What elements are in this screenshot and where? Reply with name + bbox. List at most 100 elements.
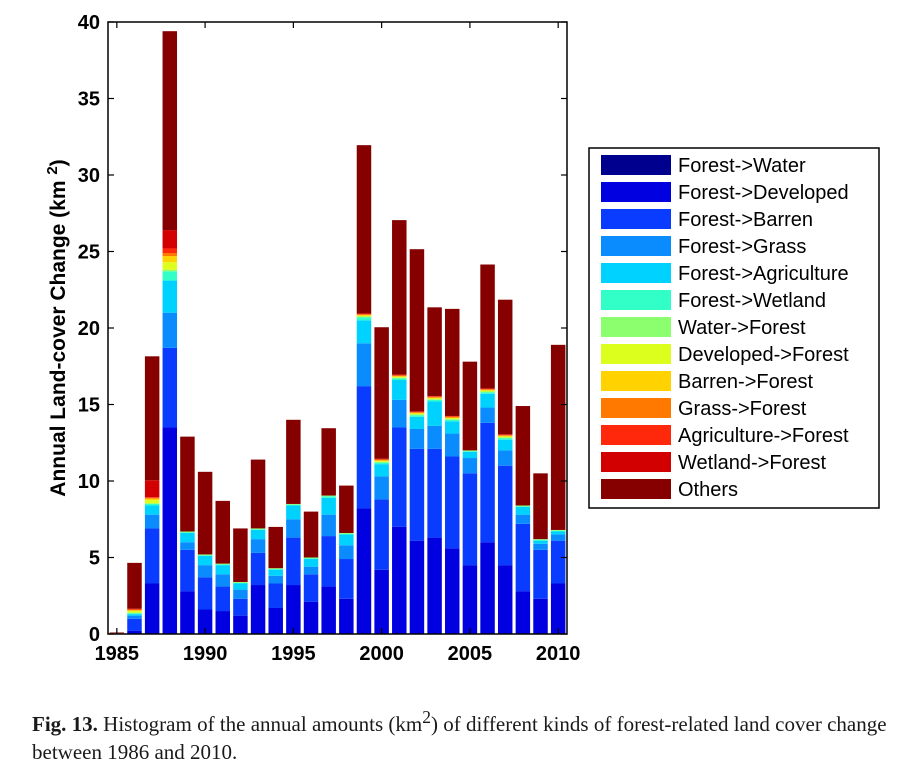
- stacked-bar-chart: 0 5 10 15 20 25 30 35 40 1985 1990 1995 2000 2005 201…: [44, 12, 880, 665]
- bar-segment: [215, 563, 230, 565]
- bar-segment: [303, 601, 319, 634]
- bar-segment: [144, 497, 160, 498]
- bar-segment: [162, 269, 178, 272]
- bar-segment: [321, 496, 336, 498]
- legend-label: Forest->Barren: [678, 209, 813, 231]
- bar-segment: [144, 500, 160, 504]
- bar-segment: [374, 459, 389, 461]
- bar-segment: [374, 569, 389, 634]
- bar-segment: [427, 396, 442, 398]
- legend-swatch: [601, 209, 671, 229]
- bar-segment: [144, 356, 160, 481]
- bar-segment: [127, 630, 142, 634]
- bar-segment: [445, 419, 460, 422]
- bar-segment: [462, 451, 478, 452]
- bar-segment: [533, 543, 548, 550]
- x-tick-label: 2010: [536, 643, 581, 665]
- bar-segment: [392, 427, 407, 527]
- bar-segment: [392, 526, 407, 634]
- bar-segment: [462, 458, 478, 474]
- legend-swatch: [601, 371, 671, 391]
- y-tick-label: 40: [78, 12, 100, 34]
- bar-segment: [144, 528, 160, 584]
- legend-swatch: [601, 425, 671, 445]
- bar-segment: [480, 389, 495, 391]
- bar-segment: [550, 583, 566, 634]
- bar-segment: [356, 508, 372, 634]
- bar-segment: [339, 598, 354, 634]
- y-tick-label: 20: [78, 318, 100, 340]
- bar-segment: [339, 545, 354, 560]
- x-tick-label: 2005: [448, 643, 493, 665]
- caption-text-before: Histogram of the annual amounts (km: [97, 712, 423, 736]
- bar-segment: [515, 406, 531, 506]
- y-axis-label: Annual Land-cover Change (km 2): [44, 159, 70, 496]
- bar-segment: [356, 316, 372, 318]
- bar-segment: [392, 399, 407, 428]
- legend-swatch: [601, 398, 671, 418]
- bar-segment: [497, 436, 513, 438]
- bar-segment: [533, 539, 548, 540]
- bar-segment: [339, 533, 354, 534]
- bar-segment: [162, 31, 178, 231]
- y-tick-label: 15: [78, 395, 100, 417]
- bar-segment: [480, 422, 495, 543]
- bar-segment: [162, 271, 178, 281]
- bar-segment: [392, 374, 407, 376]
- bar-segment: [356, 343, 372, 387]
- bar-segment: [427, 448, 442, 538]
- bar-segment: [127, 608, 142, 610]
- bar-segment: [144, 503, 160, 506]
- bar-segment: [162, 347, 178, 428]
- bar-segment: [339, 485, 354, 534]
- bar-segment: [250, 552, 266, 586]
- bar-segment: [533, 473, 548, 540]
- bar-segment: [303, 557, 319, 559]
- bar-segment: [144, 480, 160, 498]
- bar-segment: [427, 399, 442, 400]
- legend-label: Forest->Water: [678, 155, 806, 177]
- bar-segment: [268, 568, 283, 569]
- bar-segment: [427, 307, 442, 397]
- bar-segment: [480, 392, 495, 394]
- legend-label: Others: [678, 479, 738, 501]
- bar-segment: [356, 315, 372, 316]
- bar-segment: [303, 574, 319, 602]
- bar-segment: [550, 534, 566, 541]
- bar-segment: [409, 448, 425, 541]
- bar-segment: [197, 609, 213, 634]
- legend-label: Water->Forest: [678, 317, 806, 339]
- bar-segment: [550, 529, 566, 531]
- bar-segment: [533, 598, 548, 634]
- bar-segment: [197, 555, 213, 566]
- bar-segment: [392, 220, 407, 375]
- bar-segment: [268, 569, 283, 576]
- bar-segment: [321, 497, 336, 515]
- legend-label: Barren->Forest: [678, 371, 813, 393]
- bar-segment: [162, 312, 178, 348]
- bar-segment: [339, 534, 354, 546]
- bar-segment: [515, 591, 531, 634]
- bar-segment: [180, 542, 195, 550]
- bar-segment: [162, 427, 178, 634]
- bar-segment: [533, 549, 548, 599]
- legend-label: Forest->Wetland: [678, 290, 826, 312]
- bar-segment: [480, 264, 495, 389]
- bar-segment: [480, 407, 495, 423]
- bar-segment: [180, 591, 195, 634]
- bar-segment: [144, 583, 160, 634]
- bar-segment: [162, 262, 178, 270]
- bar-segment: [462, 361, 478, 451]
- legend-swatch: [601, 479, 671, 499]
- bar-segment: [533, 540, 548, 544]
- bar-segment: [127, 562, 142, 609]
- bar-segment: [533, 539, 548, 541]
- bar-segment: [268, 575, 283, 584]
- bar-segment: [162, 230, 178, 249]
- legend-label: Grass->Forest: [678, 398, 807, 420]
- bar-segment: [356, 386, 372, 509]
- bar-segment: [409, 413, 425, 415]
- bar-segment: [356, 314, 372, 315]
- bar-segment: [374, 499, 389, 570]
- bar-segment: [409, 412, 425, 414]
